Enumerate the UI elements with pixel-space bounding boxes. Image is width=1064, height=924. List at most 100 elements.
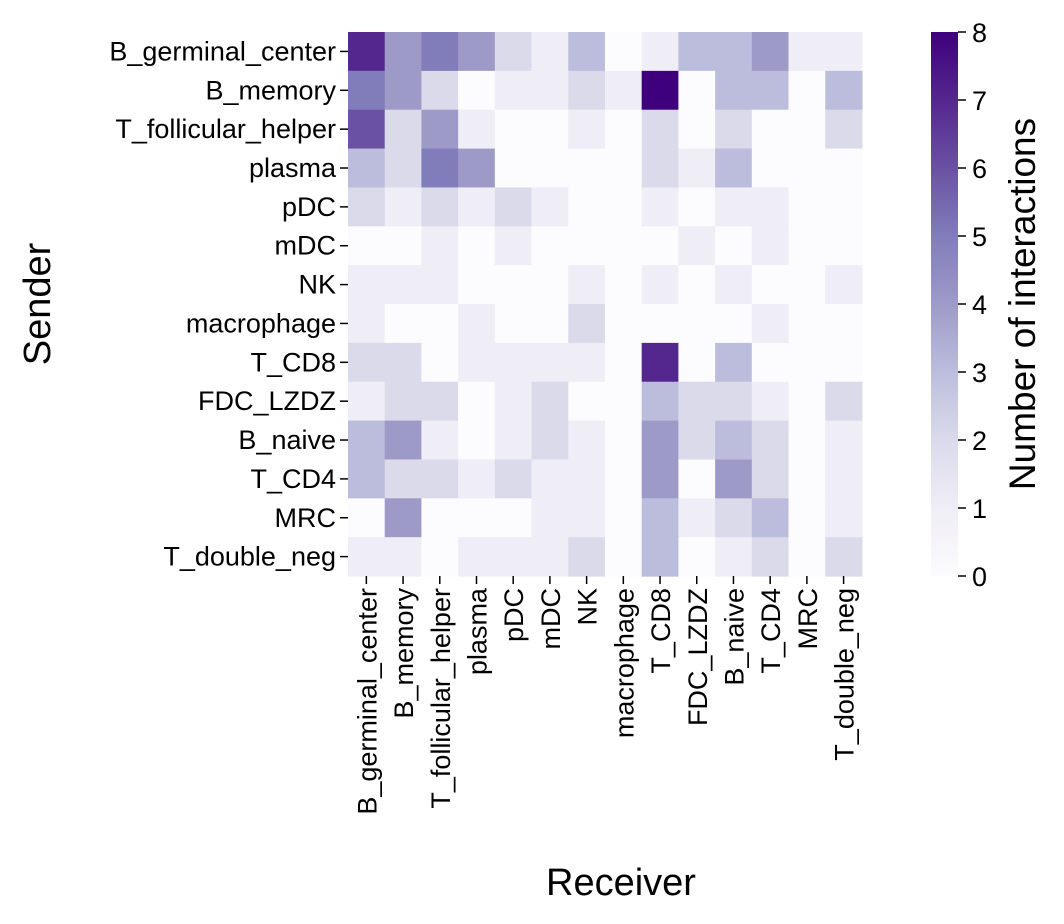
heatmap-cell <box>825 381 863 422</box>
heatmap-cell <box>494 342 533 383</box>
heatmap-cell <box>678 420 716 461</box>
heatmap-cell <box>494 537 533 577</box>
heatmap-cell <box>604 70 643 111</box>
heatmap-cell <box>751 70 790 111</box>
x-tick-label: B_germinal_center <box>352 588 382 815</box>
colorbar-tick-label: 8 <box>972 18 987 48</box>
x-axis-title: Receiver <box>546 862 696 904</box>
heatmap-cell <box>678 498 716 538</box>
heatmap-cell <box>458 304 496 344</box>
row-labels: B_germinal_center B_memory T_follicular_he… <box>109 36 348 572</box>
heatmap-cell <box>751 381 790 422</box>
colorbar-tick-label: 7 <box>972 86 987 116</box>
heatmap-cell <box>715 187 753 227</box>
heatmap-cell <box>421 381 459 422</box>
colorbar-label: Number of interactions <box>1002 118 1043 490</box>
x-tick-label: NK <box>573 588 603 626</box>
heatmap-cell <box>825 187 863 227</box>
heatmap-cell <box>641 187 679 227</box>
heatmap-cell <box>568 70 606 111</box>
heatmap-cell <box>458 459 496 499</box>
heatmap-cell <box>788 381 826 422</box>
x-tick-label: pDC <box>499 588 529 642</box>
heatmap-cell <box>641 226 679 266</box>
heatmap-cell <box>531 226 569 266</box>
heatmap-cell <box>641 70 679 111</box>
heatmap-cell <box>348 498 386 538</box>
heatmap-cell <box>604 381 643 422</box>
heatmap-cell <box>384 498 423 538</box>
heatmap-cell <box>678 265 716 305</box>
heatmap-cell <box>751 342 790 383</box>
heatmap-cell <box>825 342 863 383</box>
x-tick-label: macrophage <box>609 588 639 738</box>
heatmap-cell <box>421 187 459 227</box>
heatmap-cell <box>788 70 826 111</box>
heatmap-cell <box>384 187 423 227</box>
y-tick-label: T_CD4 <box>250 464 336 494</box>
heatmap-cell <box>348 70 386 111</box>
heatmap-cell <box>788 187 826 227</box>
heatmap-cell <box>641 342 679 383</box>
heatmap-cell <box>568 109 606 150</box>
heatmap-cell <box>531 381 569 422</box>
heatmap-cell <box>531 420 569 461</box>
heatmap-cell <box>458 187 496 227</box>
heatmap-cell <box>348 381 386 422</box>
heatmap-cell <box>825 109 863 150</box>
heatmap-cell <box>421 342 459 383</box>
heatmap-cell <box>751 420 790 461</box>
heatmap-cell <box>458 226 496 266</box>
y-tick-label: T_double_neg <box>163 542 336 572</box>
heatmap-cell <box>825 498 863 538</box>
heatmap-cell <box>531 265 569 305</box>
heatmap-cell <box>604 304 643 344</box>
heatmap-cell <box>825 32 863 72</box>
heatmap-cell <box>531 109 569 150</box>
heatmap-cell <box>568 304 606 344</box>
x-tick-label: plasma <box>462 587 492 675</box>
heatmap-cell <box>788 32 826 72</box>
colorbar-tick-label: 4 <box>972 290 987 320</box>
heatmap-cell <box>458 420 496 461</box>
x-tick-label: B_memory <box>389 588 419 719</box>
heatmap-cell <box>641 265 679 305</box>
heatmap-cell <box>421 304 459 344</box>
heatmap-cell <box>384 420 423 461</box>
heatmap-cell <box>421 420 459 461</box>
heatmap-cell <box>494 381 533 422</box>
heatmap-cell <box>641 498 679 538</box>
heatmap-cell <box>715 304 753 344</box>
x-tick-label: mDC <box>536 588 566 650</box>
y-tick-label: NK <box>298 270 336 300</box>
heatmap-cell <box>494 70 533 111</box>
heatmap-cell <box>604 265 643 305</box>
y-tick-label: pDC <box>282 192 336 222</box>
heatmap-cell <box>678 304 716 344</box>
colorbar-tick-label: 3 <box>972 358 987 388</box>
y-axis-title: Sender <box>17 242 59 365</box>
heatmap-cell <box>494 32 533 72</box>
heatmap-cell <box>568 459 606 499</box>
heatmap-cell <box>678 459 716 499</box>
heatmap-cell <box>641 420 679 461</box>
heatmap-cell <box>348 537 386 577</box>
heatmap-cell <box>751 265 790 305</box>
heatmap-cell <box>348 304 386 344</box>
heatmap-cell <box>751 148 790 189</box>
colorbar-ticks: 0 1 2 3 4 5 6 7 8 <box>958 18 987 592</box>
colorbar-tick-label: 5 <box>972 222 987 252</box>
heatmap-cell <box>678 70 716 111</box>
heatmap-cell <box>348 226 386 266</box>
heatmap-cell <box>715 381 753 422</box>
heatmap-cell <box>678 342 716 383</box>
heatmap-cell <box>384 537 423 577</box>
x-tick-label: B_naive <box>719 588 749 686</box>
heatmap-cell <box>384 109 423 150</box>
heatmap-cell <box>604 420 643 461</box>
heatmap-cell <box>678 226 716 266</box>
heatmap-cell <box>568 226 606 266</box>
heatmap-cell <box>531 537 569 577</box>
heatmap-cell <box>384 32 423 72</box>
heatmap-cell <box>604 187 643 227</box>
